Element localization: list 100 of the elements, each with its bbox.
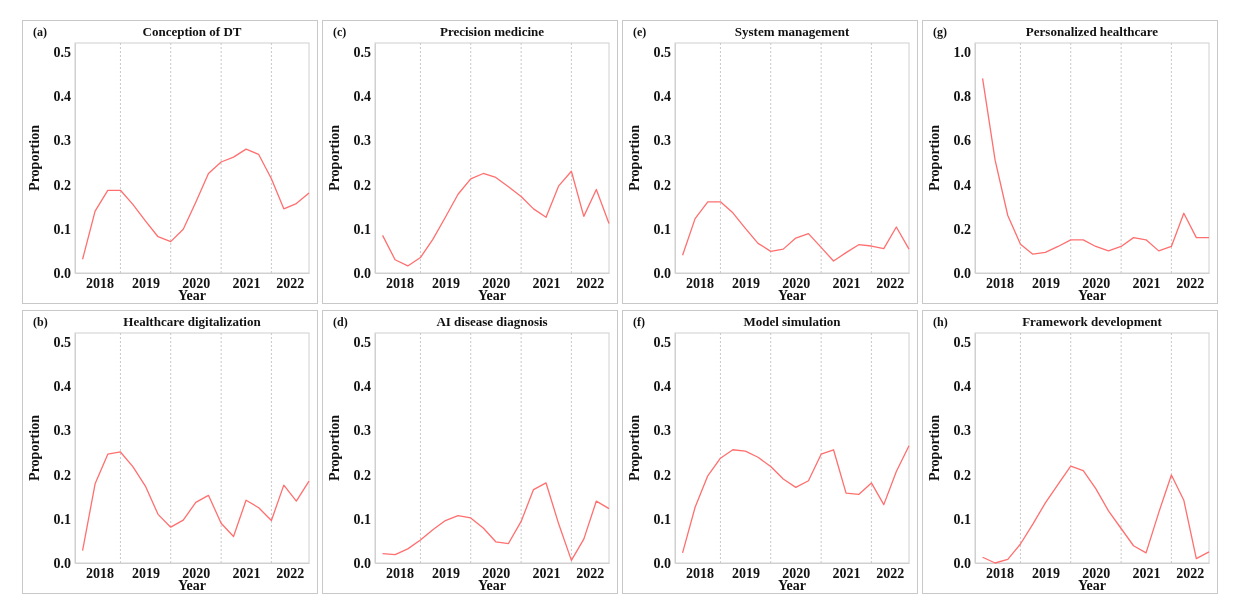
y-tick-label: 0.0 (53, 555, 71, 571)
x-tick-label: 2021 (532, 275, 561, 291)
line-series (81, 148, 310, 260)
x-tick-label: 2018 (985, 275, 1014, 291)
y-tick-label: 0.2 (353, 467, 371, 483)
y-tick-label: 0.3 (353, 423, 371, 439)
x-tick-label: 2019 (131, 565, 160, 581)
text: (d) (333, 315, 348, 329)
x-axis-title: Year (478, 288, 506, 303)
x-axis-title: Year (778, 578, 806, 593)
chart-title: Healthcare digitalization (123, 314, 262, 329)
y-tick-label: 0.4 (353, 89, 371, 105)
chart-title: System management (734, 24, 850, 39)
x-tick-label: 2019 (131, 275, 160, 291)
text: (h) (933, 315, 948, 329)
x-tick-label: 2020 (182, 565, 211, 581)
x-axis-title: Year (778, 288, 806, 303)
x-tick-label: 2021 (232, 565, 261, 581)
y-tick-label: 0.0 (653, 555, 671, 571)
x-tick-label: 2020 (1082, 565, 1111, 581)
x-tick-label: 2021 (532, 565, 561, 581)
y-axis-title: Proportion (327, 124, 342, 191)
line-series (81, 451, 310, 552)
x-axis-title: Year (1078, 578, 1106, 593)
y-tick-label: 0.5 (53, 334, 71, 350)
x-tick-label: 2022 (276, 565, 305, 581)
y-tick-label: 0.4 (353, 379, 371, 395)
y-tick-label: 0.8 (953, 89, 971, 105)
y-tick-label: 0.0 (953, 265, 971, 281)
y-tick-label: 0.4 (653, 89, 671, 105)
y-axis-title: Proportion (627, 414, 642, 481)
line-series (981, 77, 1210, 255)
text: (a) (33, 25, 47, 39)
x-tick-label: 2018 (385, 275, 414, 291)
x-tick-label: 2022 (876, 565, 905, 581)
x-tick-label: 2020 (782, 565, 811, 581)
y-tick-label: 0.2 (353, 177, 371, 193)
y-tick-label: 1.0 (953, 44, 971, 60)
line-series (681, 445, 910, 554)
x-tick-label: 2018 (985, 565, 1014, 581)
line-series (981, 465, 1210, 564)
x-tick-label: 2022 (1176, 565, 1205, 581)
x-tick-label: 2020 (482, 565, 511, 581)
y-tick-label: 0.0 (353, 555, 371, 571)
chart-title: Model simulation (743, 314, 842, 329)
chart-title: Precision medicine (439, 24, 545, 39)
x-axis-title: Year (1078, 288, 1106, 303)
y-tick-label: 0.3 (53, 423, 71, 439)
y-tick-label: 0.3 (653, 423, 671, 439)
y-axis-title: Proportion (927, 124, 942, 191)
y-axis-title: Proportion (27, 414, 42, 481)
y-axis-title: Proportion (927, 414, 942, 481)
y-tick-label: 0.4 (953, 177, 971, 193)
line-series (381, 482, 610, 561)
y-tick-label: 0.0 (653, 265, 671, 281)
y-tick-label: 0.0 (53, 265, 71, 281)
y-tick-label: 0.2 (953, 467, 971, 483)
line-series (681, 201, 910, 262)
x-tick-label: 2019 (731, 565, 760, 581)
y-tick-label: 0.5 (953, 334, 971, 350)
x-axis-title: Year (478, 578, 506, 593)
y-tick-label: 0.4 (53, 89, 71, 105)
y-tick-label: 0.3 (353, 133, 371, 149)
y-tick-label: 0.2 (653, 467, 671, 483)
y-tick-label: 0.4 (653, 379, 671, 395)
x-tick-label: 2020 (482, 275, 511, 291)
y-tick-label: 0.2 (653, 177, 671, 193)
x-tick-label: 2018 (685, 275, 714, 291)
chart-title: Conception of DT (142, 24, 242, 39)
chart-title: Personalized healthcare (1025, 24, 1159, 39)
y-tick-label: 0.1 (953, 511, 971, 527)
y-tick-label: 0.2 (953, 221, 971, 237)
x-tick-label: 2021 (832, 565, 861, 581)
x-tick-label: 2020 (782, 275, 811, 291)
y-axis-title: Proportion (27, 124, 42, 191)
x-tick-label: 2019 (1031, 275, 1060, 291)
y-axis-title: Proportion (627, 124, 642, 191)
x-tick-label: 2022 (276, 275, 305, 291)
y-tick-label: 0.0 (953, 555, 971, 571)
y-tick-label: 0.1 (653, 511, 671, 527)
x-tick-label: 2018 (85, 565, 114, 581)
x-tick-label: 2021 (832, 275, 861, 291)
y-tick-label: 0.3 (53, 133, 71, 149)
x-tick-label: 2019 (731, 275, 760, 291)
y-tick-label: 0.1 (353, 511, 371, 527)
y-tick-label: 0.4 (953, 379, 971, 395)
x-axis-title: Year (178, 578, 206, 593)
y-tick-label: 0.1 (653, 221, 671, 237)
text: (c) (333, 25, 347, 39)
y-tick-label: 0.5 (53, 44, 71, 60)
y-tick-label: 0.0 (353, 265, 371, 281)
chart-title: Framework development (1022, 314, 1163, 329)
y-tick-label: 0.5 (353, 44, 371, 60)
x-tick-label: 2019 (431, 275, 460, 291)
y-tick-label: 0.5 (353, 334, 371, 350)
x-tick-label: 2022 (876, 275, 905, 291)
x-tick-label: 2021 (1132, 275, 1161, 291)
x-tick-label: 2022 (1176, 275, 1205, 291)
text: (b) (33, 315, 48, 329)
y-tick-label: 0.6 (953, 133, 971, 149)
